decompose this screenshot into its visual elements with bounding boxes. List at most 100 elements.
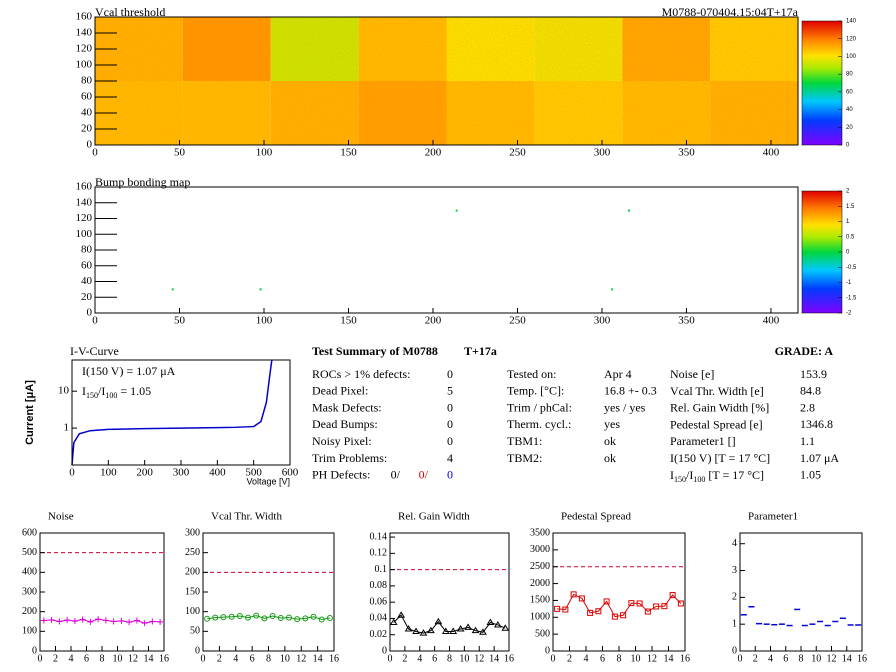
y-tick-label: 20 xyxy=(81,123,93,135)
grade: GRADE: A xyxy=(775,344,834,358)
series-line xyxy=(71,359,273,466)
result-label: Rel. Gain Width [%] xyxy=(670,400,769,414)
chart-title: Vcal threshold xyxy=(95,5,165,19)
y-tick-label: 0.12 xyxy=(370,548,388,559)
hit-pixel xyxy=(611,288,614,291)
y-tick-label: 60 xyxy=(81,91,93,103)
marker xyxy=(479,628,487,635)
marker xyxy=(427,626,435,634)
defect-label: Noisy Pixel: xyxy=(312,434,372,448)
z-tick-label: 1 xyxy=(846,219,850,225)
condition-label: Tested on: xyxy=(507,367,556,381)
defect-label: ROCs > 1% defects: xyxy=(312,367,410,381)
marker xyxy=(71,618,78,625)
marker xyxy=(464,623,472,630)
y-tick-label: 0 xyxy=(732,645,737,656)
condition-label: TBM2: xyxy=(507,451,542,465)
defect-value: 0/ xyxy=(391,468,401,482)
y-tick-label: 0 xyxy=(87,139,93,151)
text-part: = 1.05 xyxy=(117,384,151,398)
hit-pixel xyxy=(628,209,631,212)
result-value: 1.07 μA xyxy=(800,451,839,465)
y-tick-label: 100 xyxy=(185,606,200,617)
marker xyxy=(261,615,268,622)
marker xyxy=(628,600,635,607)
y-tick-label: 0.08 xyxy=(370,580,388,591)
marker xyxy=(456,625,465,632)
series-line xyxy=(43,618,161,624)
marker xyxy=(620,612,627,619)
y-tick-label: 140 xyxy=(76,27,93,39)
x-tick-label: 2 xyxy=(402,653,407,664)
marker xyxy=(404,625,413,632)
marker xyxy=(220,614,227,621)
condition-label: Temp. [°C]: xyxy=(507,384,564,398)
z-tick-label: -1 xyxy=(846,280,852,286)
marker xyxy=(397,611,406,618)
y-tick-label: 300 xyxy=(185,527,200,538)
x-tick-label: 350 xyxy=(678,147,695,159)
x-tick-label: 14 xyxy=(144,653,154,664)
marker xyxy=(449,627,458,634)
x-tick-label: 8 xyxy=(100,653,105,664)
x-tick-label: 4 xyxy=(584,653,589,664)
y-tick-label: 1 xyxy=(64,422,70,434)
marker xyxy=(669,592,676,599)
y-tick-label: 600 xyxy=(22,527,37,538)
y-tick-label: 10 xyxy=(58,385,70,397)
marker xyxy=(212,614,219,621)
text-part: 150 xyxy=(86,391,98,400)
result-label: I(150 V) [T = 17 °C] xyxy=(670,451,770,465)
y-tick-label: 1000 xyxy=(530,612,550,623)
chart-title: Noise xyxy=(48,511,74,523)
chart-title: I-V-Curve xyxy=(70,344,119,358)
x-tick-label: 2 xyxy=(53,653,58,664)
y-tick-label: 0 xyxy=(382,645,387,656)
y-tick-label: 80 xyxy=(81,75,93,87)
condition-value: yes xyxy=(604,417,620,431)
text-part: I xyxy=(82,384,86,398)
texture xyxy=(95,17,798,145)
z-tick-label: 80 xyxy=(846,72,853,78)
x-tick-label: 0 xyxy=(92,315,98,327)
series-line xyxy=(207,615,331,621)
x-tick-label: 400 xyxy=(763,315,780,327)
marker xyxy=(486,618,495,626)
condition-value: 16.8 +- 0.3 xyxy=(604,384,657,398)
condition-label: Trim / phCal: xyxy=(507,400,572,414)
marker xyxy=(434,617,443,625)
y-tick-label: 500 xyxy=(22,547,37,558)
y-tick-label: 150 xyxy=(185,586,200,597)
text-part: I xyxy=(670,468,674,482)
x-tick-label: 0 xyxy=(38,653,43,664)
x-tick-label: 2 xyxy=(217,653,222,664)
x-tick-label: 10 xyxy=(631,653,641,664)
y-tick-label: 3000 xyxy=(530,544,550,555)
y-tick-label: 100 xyxy=(76,59,93,71)
marker xyxy=(595,608,602,615)
x-tick-label: 6 xyxy=(783,653,788,664)
marker xyxy=(245,614,252,621)
text-part: 100 xyxy=(105,391,117,400)
y-tick-label: 120 xyxy=(76,212,93,224)
marker xyxy=(611,613,618,620)
x-tick-label: 4 xyxy=(768,653,773,664)
marker xyxy=(79,616,86,623)
defect-value: 0/ xyxy=(419,468,429,482)
marker xyxy=(389,618,398,626)
x-tick-label: 6 xyxy=(432,653,437,664)
y-tick-label: 2 xyxy=(732,592,737,603)
x-tick-label: 8 xyxy=(799,653,804,664)
text-part: 150 xyxy=(674,475,686,484)
x-tick-label: 4 xyxy=(233,653,238,664)
marker xyxy=(102,617,109,624)
y-tick-label: 40 xyxy=(81,107,93,119)
x-tick-label: 300 xyxy=(594,315,611,327)
x-tick-label: 400 xyxy=(209,467,226,479)
x-tick-label: 600 xyxy=(282,467,299,479)
y-tick-label: 0 xyxy=(545,645,550,656)
result-value: 153.9 xyxy=(800,367,827,381)
x-tick-label: 16 xyxy=(504,653,514,664)
z-tick-label: -0.5 xyxy=(846,265,857,271)
